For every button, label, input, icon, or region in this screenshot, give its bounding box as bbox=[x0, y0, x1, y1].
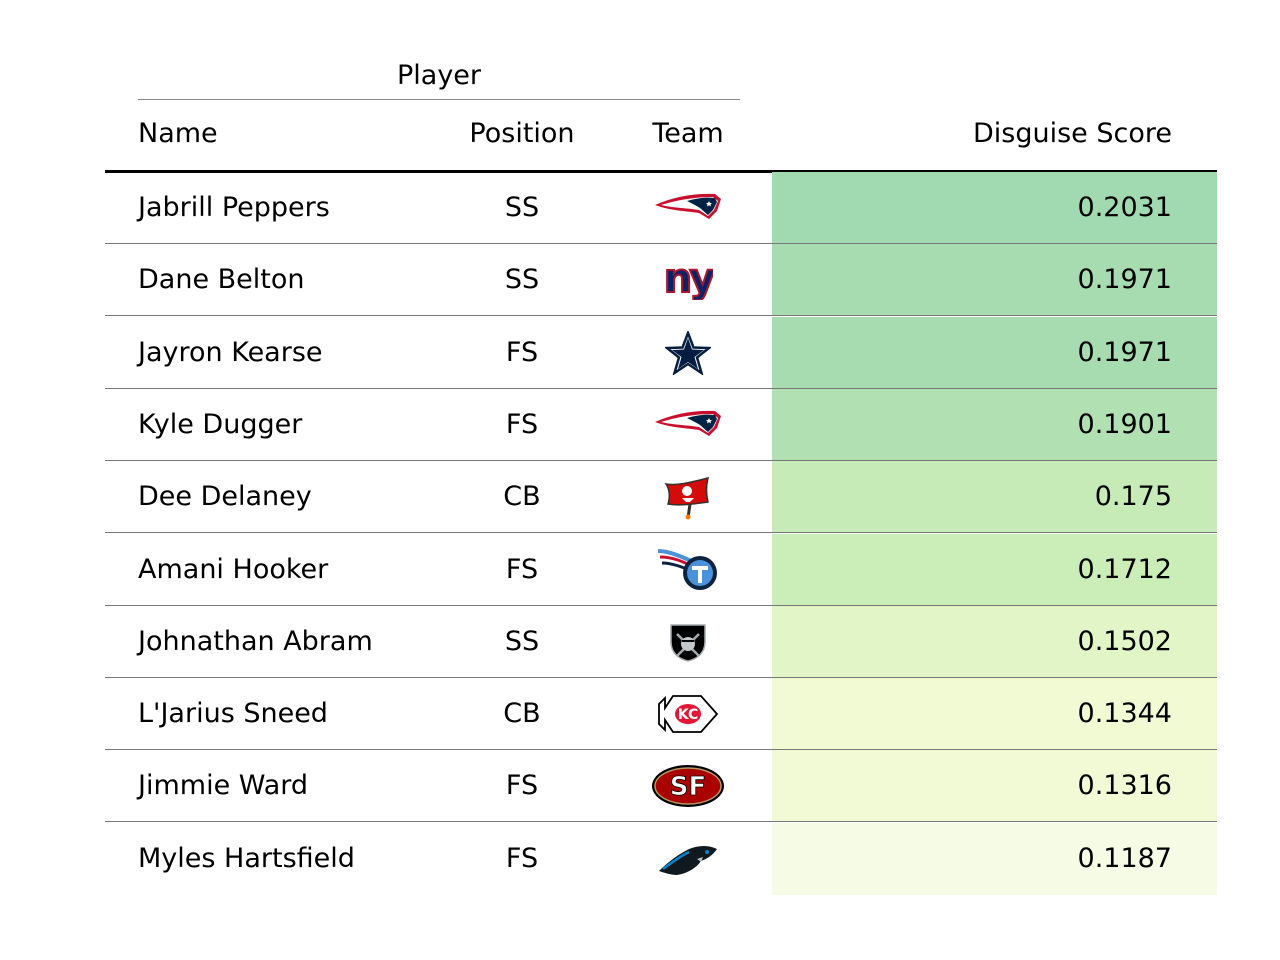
column-header-name: Name bbox=[138, 118, 218, 149]
score-cell-background bbox=[772, 605, 1217, 678]
disguise-score-value: 0.175 bbox=[1094, 481, 1172, 513]
49ers-logo: SF bbox=[618, 750, 758, 822]
table-row: Jayron Kearse FS 0.1971 bbox=[105, 316, 1217, 389]
player-name: Myles Hartsfield bbox=[138, 842, 355, 874]
row-divider bbox=[105, 243, 1217, 244]
panthers-logo bbox=[618, 823, 758, 895]
column-header-row: Name Position Team Disguise Score bbox=[105, 112, 1217, 156]
row-divider bbox=[105, 387, 1217, 389]
score-cell-background bbox=[772, 750, 1217, 823]
buccaneers-logo bbox=[618, 461, 758, 533]
disguise-score-value: 0.1187 bbox=[1077, 842, 1172, 874]
player-position: CB bbox=[503, 481, 541, 513]
row-divider bbox=[105, 459, 1217, 461]
table-row: Amani Hooker FS 0.1712 bbox=[105, 533, 1217, 606]
table-row: Myles Hartsfield FS 0.1187 bbox=[105, 822, 1217, 895]
disguise-score-value: 0.1971 bbox=[1077, 264, 1172, 296]
header-rule bbox=[105, 170, 1217, 173]
chiefs-logo: KC bbox=[618, 678, 758, 750]
player-name: Kyle Dugger bbox=[138, 408, 303, 440]
player-position: FS bbox=[505, 408, 539, 440]
disguise-score-value: 0.1971 bbox=[1077, 336, 1172, 368]
row-divider bbox=[105, 604, 1217, 606]
disguise-score-value: 0.1901 bbox=[1077, 408, 1172, 440]
row-divider bbox=[105, 315, 1217, 317]
player-position: SS bbox=[504, 264, 540, 296]
score-cell-background bbox=[772, 172, 1217, 244]
player-position: FS bbox=[505, 770, 539, 802]
raiders-logo bbox=[618, 606, 758, 678]
titans-logo bbox=[618, 534, 758, 606]
score-cell-background bbox=[772, 244, 1217, 317]
player-position: CB bbox=[503, 698, 541, 730]
table-row: Dee Delaney CB 0.175 bbox=[105, 461, 1217, 534]
row-divider bbox=[105, 749, 1217, 751]
table-row: L'Jarius Sneed CB KC 0.1344 bbox=[105, 678, 1217, 751]
giants-logo: ny bbox=[618, 244, 758, 316]
row-divider bbox=[105, 676, 1217, 678]
player-position: SS bbox=[504, 625, 540, 657]
player-position: FS bbox=[505, 553, 539, 585]
disguise-score-value: 0.2031 bbox=[1077, 192, 1172, 223]
column-header-disguise-score: Disguise Score bbox=[973, 118, 1172, 149]
table-row: Johnathan Abram SS 0.1502 bbox=[105, 605, 1217, 678]
cowboys-logo bbox=[618, 317, 758, 389]
player-name: Dee Delaney bbox=[138, 481, 312, 513]
player-position: FS bbox=[505, 336, 539, 368]
disguise-score-value: 0.1316 bbox=[1077, 770, 1172, 802]
score-cell-background bbox=[772, 461, 1217, 534]
disguise-score-value: 0.1502 bbox=[1077, 625, 1172, 657]
svg-text:KC: KC bbox=[678, 707, 699, 723]
column-header-team: Team bbox=[652, 118, 724, 149]
player-name: Jimmie Ward bbox=[138, 770, 309, 802]
row-divider bbox=[105, 821, 1217, 823]
player-name: L'Jarius Sneed bbox=[138, 698, 328, 730]
score-cell-background bbox=[772, 388, 1217, 461]
score-cell-background bbox=[772, 533, 1217, 606]
row-divider bbox=[105, 532, 1217, 534]
table-row: Jimmie Ward FS SF 0.1316 bbox=[105, 750, 1217, 823]
column-header-position: Position bbox=[469, 118, 575, 149]
player-position: SS bbox=[504, 192, 540, 223]
disguise-score-value: 0.1344 bbox=[1077, 698, 1172, 730]
svg-text:ny: ny bbox=[664, 260, 713, 300]
table-row: Jabrill Peppers SS 0.2031 bbox=[105, 172, 1217, 244]
player-name: Dane Belton bbox=[138, 264, 305, 296]
patriots-logo bbox=[618, 389, 758, 461]
player-name: Jabrill Peppers bbox=[138, 192, 330, 223]
player-name: Amani Hooker bbox=[138, 553, 329, 585]
patriots-logo bbox=[618, 172, 758, 244]
table-row: Kyle Dugger FS 0.1901 bbox=[105, 388, 1217, 461]
player-name: Johnathan Abram bbox=[138, 625, 373, 657]
table-row: Dane Belton SS ny 0.1971 bbox=[105, 244, 1217, 317]
score-cell-background bbox=[772, 316, 1217, 389]
group-header-rule bbox=[138, 99, 740, 100]
player-name: Jayron Kearse bbox=[138, 336, 323, 368]
group-header-player: Player bbox=[396, 60, 482, 91]
score-cell-background bbox=[772, 822, 1217, 895]
svg-text:SF: SF bbox=[670, 772, 707, 802]
disguise-score-value: 0.1712 bbox=[1077, 553, 1172, 585]
score-cell-background bbox=[772, 678, 1217, 751]
player-position: FS bbox=[505, 842, 539, 874]
